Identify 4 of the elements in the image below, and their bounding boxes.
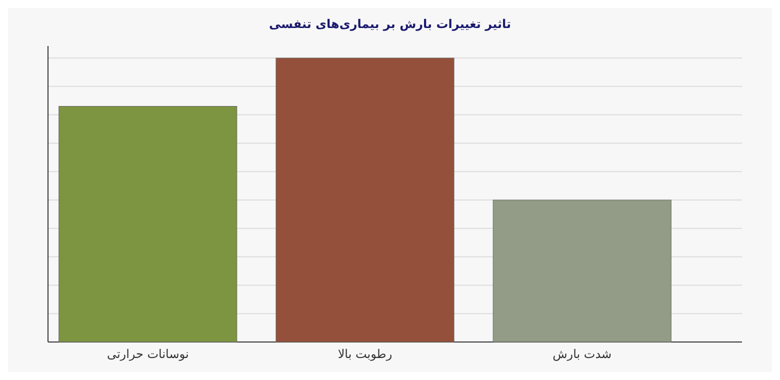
- chart-title: تاثیر تغییرات بارش بر بیماری‌های تنفسی: [268, 17, 512, 31]
- x-tick-label: نوسانات حرارتی: [106, 347, 189, 361]
- x-tick-label: شدت بارش: [552, 347, 612, 361]
- x-tick-label: رطوبت بالا: [338, 347, 392, 361]
